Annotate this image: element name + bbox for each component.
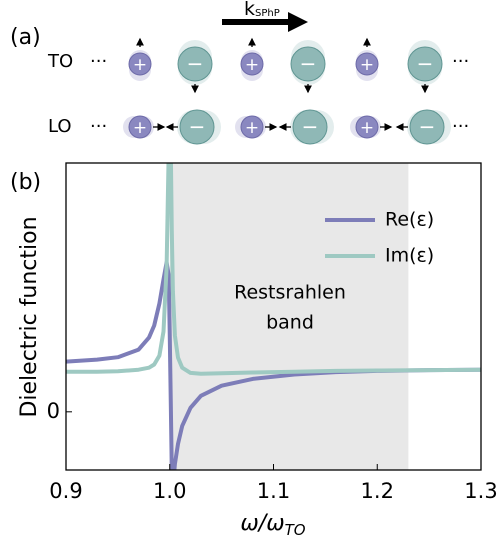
cation [355, 52, 379, 76]
ellipsis: ··· [452, 116, 469, 137]
band-label: Restsrahlen [234, 282, 346, 304]
plot-lines [66, 163, 481, 470]
series-line [66, 163, 481, 376]
ellipsis: ··· [90, 116, 107, 137]
ion-sign: + [245, 118, 259, 138]
x-tick-label: 0.9 [49, 479, 82, 503]
ion-sign: + [133, 55, 147, 75]
cation [128, 115, 152, 139]
legend-label: Re(ε) [385, 209, 434, 231]
k-label: kSPhP [244, 0, 280, 20]
row-label: TO [47, 51, 73, 72]
k-arrow-head [288, 12, 308, 32]
anion [290, 46, 326, 82]
y-tick-label: 0 [47, 399, 60, 423]
x-tick-label: 1.0 [153, 479, 186, 503]
cation [240, 52, 264, 76]
legend-label: Im(ε) [385, 245, 434, 267]
ellipsis: ··· [90, 51, 107, 72]
anion [292, 109, 328, 145]
ion-sign: − [419, 115, 436, 139]
anion [179, 109, 215, 145]
anion [409, 109, 445, 145]
x-axis-label: ω/ωTO [240, 511, 305, 539]
series-line [66, 260, 481, 470]
ion-sign: + [360, 118, 374, 138]
ion-sign: − [302, 115, 319, 139]
cation [128, 52, 152, 76]
row-label: LO [48, 116, 72, 137]
restsrahlen-band [169, 163, 409, 470]
anion [407, 46, 443, 82]
anion [177, 46, 213, 82]
ion-sign: + [360, 55, 374, 75]
ion-sign: − [300, 52, 317, 76]
x-tick-label: 1.3 [464, 479, 497, 503]
band-label: band [266, 312, 314, 334]
x-tick-label: 1.2 [361, 479, 394, 503]
ion-sign: + [245, 55, 259, 75]
cation [355, 115, 379, 139]
ion-sign: + [133, 118, 147, 138]
panel-label: (b) [10, 170, 41, 195]
panel-b: (b) Dielectric function ω/ωTO Restsrahle… [10, 162, 498, 539]
panel-label: (a) [10, 25, 41, 50]
ion-sign: − [187, 52, 204, 76]
y-axis-label: Dielectric function [17, 216, 42, 417]
ellipsis: ··· [452, 51, 469, 72]
ion-sign: − [189, 115, 206, 139]
ion-sign: − [417, 52, 434, 76]
x-tick-label: 1.1 [257, 479, 290, 503]
panel-a: (a) kSPhP TO ··· ··· LO ··· ··· + − + − + − + −… [10, 0, 469, 145]
cation [240, 115, 264, 139]
